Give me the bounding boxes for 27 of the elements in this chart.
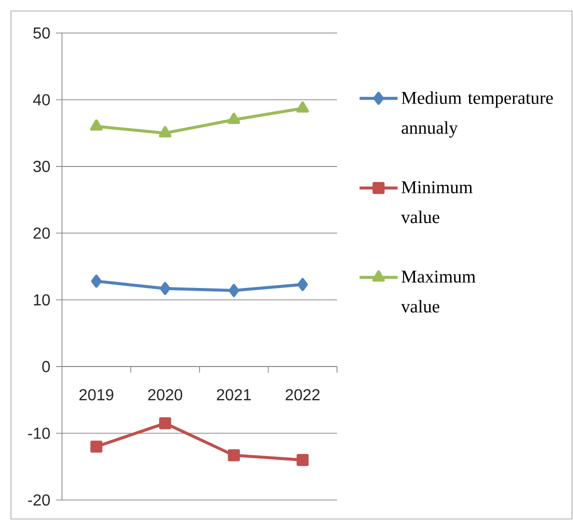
point xyxy=(296,101,309,113)
y-tick-label: 10 xyxy=(34,294,50,306)
point xyxy=(228,112,240,124)
point xyxy=(90,440,102,453)
point xyxy=(158,126,172,138)
point xyxy=(91,274,102,288)
legend-label: Minimum value xyxy=(401,181,473,224)
y-tick-label: 20 xyxy=(34,228,50,239)
point xyxy=(297,278,308,292)
y-tick-label: -10 xyxy=(28,428,50,439)
x-tick-label: 2019 xyxy=(79,389,114,400)
x-tick-label: 2021 xyxy=(216,389,251,400)
point xyxy=(160,282,170,296)
point xyxy=(90,119,103,131)
legend-label: Medium temperature annualy xyxy=(402,91,553,138)
point xyxy=(296,454,309,466)
y-tick-label: 50 xyxy=(33,27,50,39)
point xyxy=(228,449,240,462)
legend-label: Maximum value xyxy=(401,270,476,313)
point xyxy=(228,284,240,298)
x-tick-label: 2022 xyxy=(286,389,320,400)
point xyxy=(159,417,172,430)
y-tick-label: -20 xyxy=(28,494,50,506)
y-tick-label: 0 xyxy=(42,360,50,372)
x-tick-label: 2020 xyxy=(148,389,182,400)
y-tick-label: 30 xyxy=(33,160,50,172)
y-tick-label: 40 xyxy=(33,94,50,106)
